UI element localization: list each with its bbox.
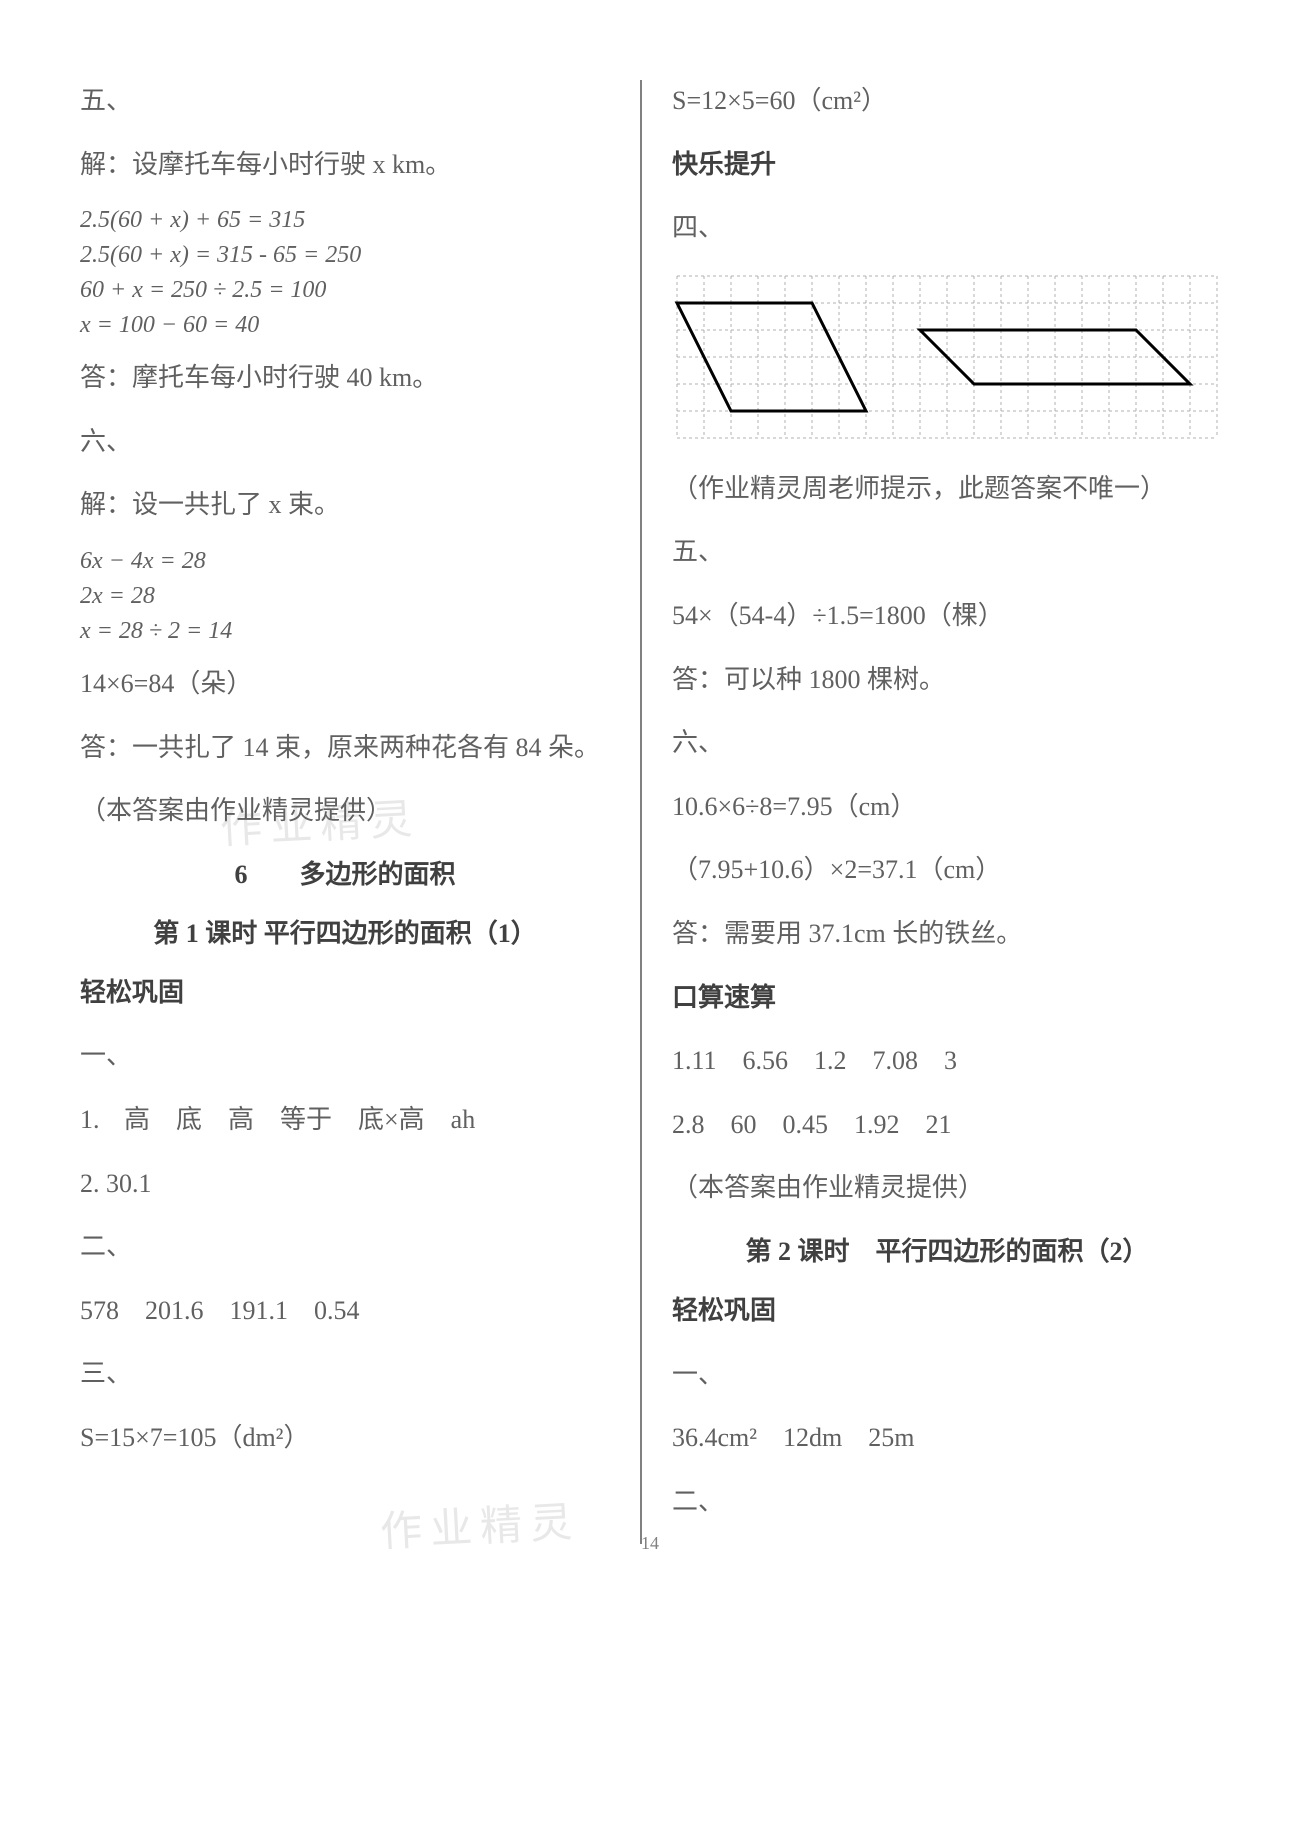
section-4-label: 四、 [672, 207, 1222, 249]
section-5-answer: 答：可以种 1800 棵树。 [672, 659, 1222, 701]
lesson-2-title: 第 2 课时 平行四边形的面积（2） [672, 1231, 1222, 1268]
section-5-label: 五、 [672, 531, 1222, 573]
section-6-label: 六、 [672, 722, 1222, 764]
section-6-calc-1: 10.6×6÷8=7.95（cm） [672, 786, 1222, 828]
equation: 6x − 4x = 28 [80, 548, 610, 575]
part-1-label: 一、 [80, 1035, 610, 1077]
lesson-1-title: 第 1 课时 平行四边形的面积（1） [80, 913, 610, 950]
section-6-answer: 答：一共扎了 14 束，原来两种花各有 84 朵。 [80, 727, 610, 769]
page-number: 14 [641, 1533, 659, 1554]
section-5-answer: 答：摩托车每小时行驶 40 km。 [80, 357, 610, 399]
part-1-label: 一、 [672, 1354, 1222, 1396]
part-1-item-1: 1. 高 底 高 等于 底×高 ah [80, 1099, 610, 1141]
mental-row-1: 1.11 6.56 1.2 7.08 3 [672, 1040, 1222, 1082]
top-calc: S=12×5=60（cm²） [672, 80, 1222, 122]
equation: 2.5(60 + x) + 65 = 315 [80, 207, 610, 234]
part-2-label: 二、 [672, 1481, 1222, 1523]
left-column: 五、 解：设摩托车每小时行驶 x km。 2.5(60 + x) + 65 = … [80, 80, 640, 1544]
mental-row-2: 2.8 60 0.45 1.92 21 [672, 1104, 1222, 1146]
grid-svg [672, 271, 1222, 443]
mental-note: （本答案由作业精灵提供） [672, 1167, 1222, 1209]
section-5-calc: 54×（54-4）÷1.5=1800（棵） [672, 595, 1222, 637]
equation: 2x = 28 [80, 583, 610, 610]
section-6-calc: 14×6=84（朵） [80, 663, 610, 705]
two-column-layout: 五、 解：设摩托车每小时行驶 x km。 2.5(60 + x) + 65 = … [80, 80, 1230, 1544]
part-2-values: 578 201.6 191.1 0.54 [80, 1290, 610, 1332]
mental-math-title: 口算速算 [672, 977, 1222, 1019]
equation: x = 28 ÷ 2 = 14 [80, 618, 610, 645]
practice-title-2: 轻松巩固 [672, 1290, 1222, 1332]
section-6-label: 六、 [80, 421, 610, 463]
equation: 2.5(60 + x) = 315 - 65 = 250 [80, 242, 610, 269]
section-5-label: 五、 [80, 80, 610, 122]
section-4-note: （作业精灵周老师提示，此题答案不唯一） [672, 468, 1222, 510]
right-column: S=12×5=60（cm²） 快乐提升 四、 （作业精灵周老师提示，此题答案不唯… [642, 80, 1222, 1544]
chapter-title: 6 多边形的面积 [80, 854, 610, 891]
happy-improve-title: 快乐提升 [672, 144, 1222, 186]
practice-title: 轻松巩固 [80, 972, 610, 1014]
part-3-label: 三、 [80, 1353, 610, 1395]
part-1-values: 36.4cm² 12dm 25m [672, 1417, 1222, 1459]
equation: 60 + x = 250 ÷ 2.5 = 100 [80, 277, 610, 304]
section-5-intro: 解：设摩托车每小时行驶 x km。 [80, 144, 610, 186]
part-2-label: 二、 [80, 1226, 610, 1268]
equation: x = 100 − 60 = 40 [80, 312, 610, 339]
section-6-calc-2: （7.95+10.6）×2=37.1（cm） [672, 849, 1222, 891]
section-6-note: （本答案由作业精灵提供） [80, 790, 610, 832]
part-3-calc: S=15×7=105（dm²） [80, 1417, 610, 1459]
section-6-intro: 解：设一共扎了 x 束。 [80, 484, 610, 526]
part-1-item-2: 2. 30.1 [80, 1163, 610, 1205]
section-6-answer: 答：需要用 37.1cm 长的铁丝。 [672, 913, 1222, 955]
parallelogram-diagram [672, 271, 1222, 448]
